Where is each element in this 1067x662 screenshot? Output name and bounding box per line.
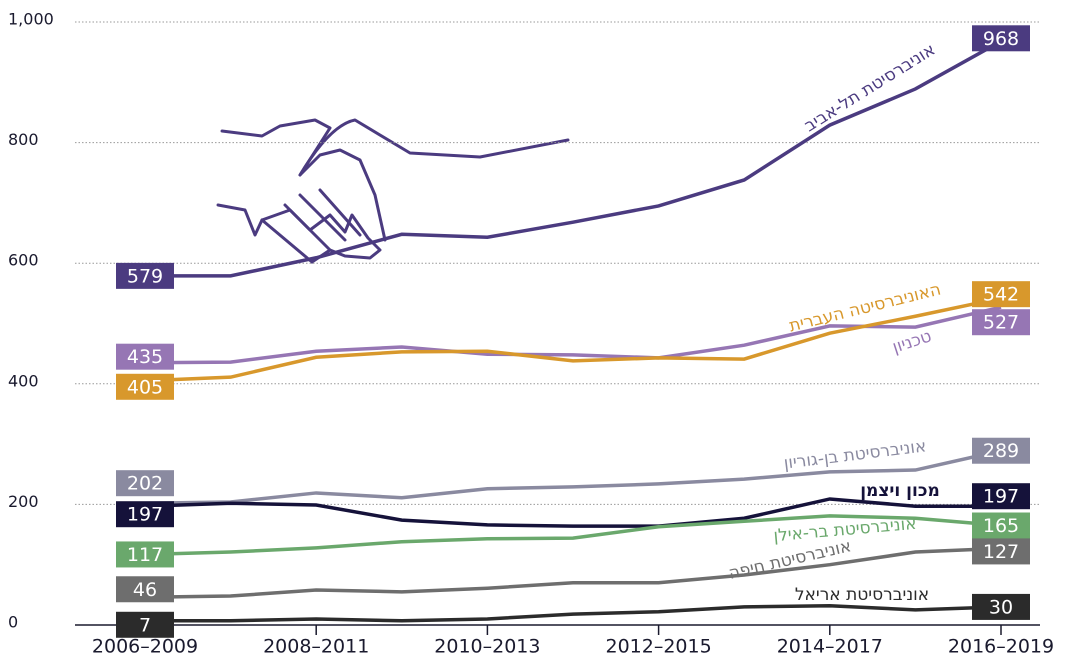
value-label: 127 bbox=[983, 541, 1019, 563]
value-label: 542 bbox=[983, 284, 1019, 306]
value-label-box bbox=[972, 483, 1030, 510]
value-label: 30 bbox=[989, 596, 1013, 618]
value-label-box bbox=[972, 281, 1030, 308]
x-tick-label: 2016–2019 bbox=[948, 636, 1054, 658]
value-label-box bbox=[116, 611, 174, 638]
x-tick-label: 2010–2013 bbox=[434, 636, 540, 658]
value-label: 405 bbox=[127, 376, 163, 398]
value-label: 165 bbox=[983, 515, 1019, 537]
x-tick-label: 2006–2009 bbox=[92, 636, 198, 658]
y-tick-label: 0 bbox=[8, 613, 18, 632]
value-label: 7 bbox=[139, 614, 151, 636]
x-tick-label: 2014–2017 bbox=[777, 636, 883, 658]
series-name: טכניון bbox=[890, 326, 934, 357]
value-label-box bbox=[972, 437, 1030, 464]
series-name: מכון ויצמן bbox=[860, 481, 940, 501]
value-label: 527 bbox=[983, 312, 1019, 334]
value-label: 197 bbox=[127, 504, 163, 526]
y-tick-label: 1,000 bbox=[8, 10, 54, 29]
value-label-box bbox=[972, 512, 1030, 539]
value-label: 117 bbox=[127, 544, 163, 566]
series-line bbox=[144, 497, 1001, 528]
series-name: אוניברסיטת אריאל bbox=[795, 585, 929, 605]
y-tick-label: 400 bbox=[8, 371, 39, 390]
value-label-box bbox=[972, 25, 1030, 52]
value-label-box bbox=[116, 576, 174, 603]
value-label: 202 bbox=[127, 473, 163, 495]
value-label-box bbox=[116, 501, 174, 528]
value-label: 197 bbox=[983, 486, 1019, 508]
value-label: 289 bbox=[983, 440, 1019, 462]
series-line bbox=[144, 449, 1002, 505]
value-label-box bbox=[116, 470, 174, 497]
series-line bbox=[144, 546, 1002, 600]
y-tick-label: 600 bbox=[8, 251, 39, 270]
value-label: 968 bbox=[983, 28, 1019, 50]
series-line bbox=[144, 296, 1002, 383]
value-label-box bbox=[116, 262, 174, 289]
x-tick-label: 2008–2011 bbox=[263, 636, 369, 658]
series-line bbox=[144, 514, 1002, 557]
value-label: 579 bbox=[127, 265, 163, 287]
x-tick-label: 2012–2015 bbox=[605, 636, 711, 658]
value-label-box bbox=[116, 343, 174, 370]
series-name: אוניברסיטת בן-גוריון bbox=[783, 436, 928, 473]
value-label-box bbox=[116, 373, 174, 400]
value-label-box bbox=[972, 309, 1030, 336]
y-tick-label: 200 bbox=[8, 492, 39, 511]
series-line bbox=[145, 603, 1002, 623]
value-label-box bbox=[116, 541, 174, 568]
handshake-illustration bbox=[216, 118, 570, 264]
value-label-box bbox=[972, 593, 1030, 620]
value-label: 46 bbox=[133, 579, 157, 601]
value-label-box bbox=[972, 538, 1030, 565]
value-label: 435 bbox=[127, 346, 163, 368]
y-tick-label: 800 bbox=[8, 130, 39, 149]
series-line bbox=[145, 39, 1002, 278]
